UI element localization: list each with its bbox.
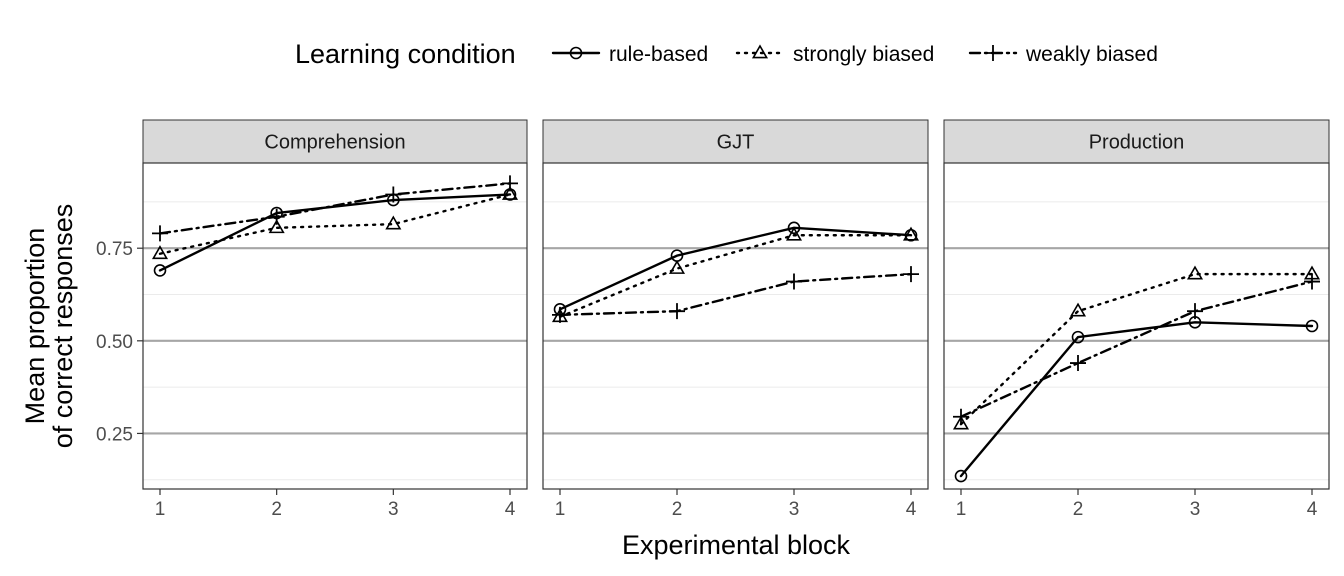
legend-label: strongly biased xyxy=(793,43,934,66)
x-tick-label: 1 xyxy=(155,499,166,520)
facet-strip-comprehension xyxy=(142,119,528,164)
data-point-strongly-biased xyxy=(1069,302,1087,317)
plot-area-production xyxy=(944,163,1329,489)
data-point-weakly-biased xyxy=(152,225,168,242)
x-tick-label: 3 xyxy=(789,499,800,520)
y-axis-title-line: Mean proportion xyxy=(20,228,50,425)
data-point-strongly-biased xyxy=(785,226,803,241)
data-point-strongly-biased xyxy=(668,259,686,274)
data-point-weakly-biased xyxy=(903,266,919,283)
legend-label: rule-based xyxy=(609,43,708,66)
x-tick-label: 1 xyxy=(956,499,967,520)
y-tick-label: 0.50 xyxy=(96,332,133,353)
data-point-weakly-biased xyxy=(786,273,802,290)
facet-strip-production xyxy=(943,119,1330,164)
legend-key-marker xyxy=(985,45,1001,61)
data-point-weakly-biased xyxy=(552,306,568,323)
data-point-strongly-biased xyxy=(952,415,970,430)
facet-label-production: Production xyxy=(1089,132,1185,154)
data-point-rule-based xyxy=(1071,330,1085,344)
facet-label-comprehension: Comprehension xyxy=(264,132,405,154)
series-line-strongly-biased xyxy=(158,193,512,255)
data-point-strongly-biased xyxy=(151,245,169,260)
x-tick-label: 3 xyxy=(1190,499,1201,520)
y-tick-label: 0.25 xyxy=(96,424,133,445)
legend-entry-rule-based: rule-based xyxy=(551,43,708,66)
data-point-weakly-biased xyxy=(1070,355,1086,372)
plot-area-comprehension xyxy=(143,163,527,489)
data-point-strongly-biased xyxy=(902,226,920,241)
data-point-weakly-biased xyxy=(953,408,969,425)
series-line-strongly-biased xyxy=(959,272,1314,426)
panel-production: Production 1 2 3 4 xyxy=(943,119,1330,520)
data-point-weakly-biased xyxy=(1187,303,1203,320)
data-point-rule-based xyxy=(153,264,167,277)
panel-comprehension: Comprehension 1 2 3 4 0.25 0.50 0.75 xyxy=(96,119,528,520)
data-point-weakly-biased xyxy=(502,175,518,192)
data-point-strongly-biased xyxy=(268,219,285,234)
data-point-strongly-biased xyxy=(385,215,402,230)
y-tick-label: 0.75 xyxy=(96,239,133,260)
data-point-strongly-biased xyxy=(501,185,519,200)
data-point-weakly-biased xyxy=(385,186,402,203)
x-tick-label: 2 xyxy=(672,499,683,520)
data-point-rule-based xyxy=(787,221,801,235)
series-line-rule-based xyxy=(959,321,1314,478)
panel-gjt: GJT 1 2 3 4 xyxy=(542,119,929,520)
x-tick-label: 4 xyxy=(906,499,917,520)
data-point-weakly-biased xyxy=(1304,273,1320,290)
legend-key-marker xyxy=(751,44,769,59)
x-axis-title: Experimental block xyxy=(622,530,851,560)
series-line-weakly-biased xyxy=(158,182,512,235)
facet-label-gjt: GJT xyxy=(717,132,755,154)
series-line-weakly-biased xyxy=(959,280,1314,418)
legend-title: Learning condition xyxy=(295,39,516,69)
plot-area-gjt xyxy=(543,163,928,489)
data-point-rule-based xyxy=(954,469,968,483)
panel-border-comprehension xyxy=(142,162,528,490)
series-line-weakly-biased xyxy=(558,272,913,317)
panel-border-gjt xyxy=(542,162,929,490)
x-tick-label: 1 xyxy=(555,499,566,520)
x-tick-label: 4 xyxy=(1307,499,1318,520)
data-point-weakly-biased xyxy=(268,208,285,225)
legend-entry-weakly-biased: weakly biased xyxy=(968,43,1158,66)
data-point-rule-based xyxy=(1305,319,1319,333)
series-line-rule-based xyxy=(558,226,913,311)
legend-entry-strongly-biased: strongly biased xyxy=(735,43,934,66)
x-tick-label: 3 xyxy=(388,499,399,520)
legend-label: weakly biased xyxy=(1025,43,1158,66)
facet-strip-gjt xyxy=(542,119,929,164)
data-point-weakly-biased xyxy=(669,303,685,320)
panel-border-production xyxy=(943,162,1330,490)
x-tick-label: 2 xyxy=(1073,499,1084,520)
x-tick-label: 4 xyxy=(505,499,516,520)
series-line-strongly-biased xyxy=(558,234,913,318)
legend-key-marker xyxy=(569,46,583,60)
data-point-strongly-biased xyxy=(1186,265,1204,280)
y-axis-title-line: of correct responses xyxy=(48,204,78,449)
x-tick-label: 2 xyxy=(271,499,282,520)
legend: Learning condition rule-based strongly bia… xyxy=(295,39,1158,69)
